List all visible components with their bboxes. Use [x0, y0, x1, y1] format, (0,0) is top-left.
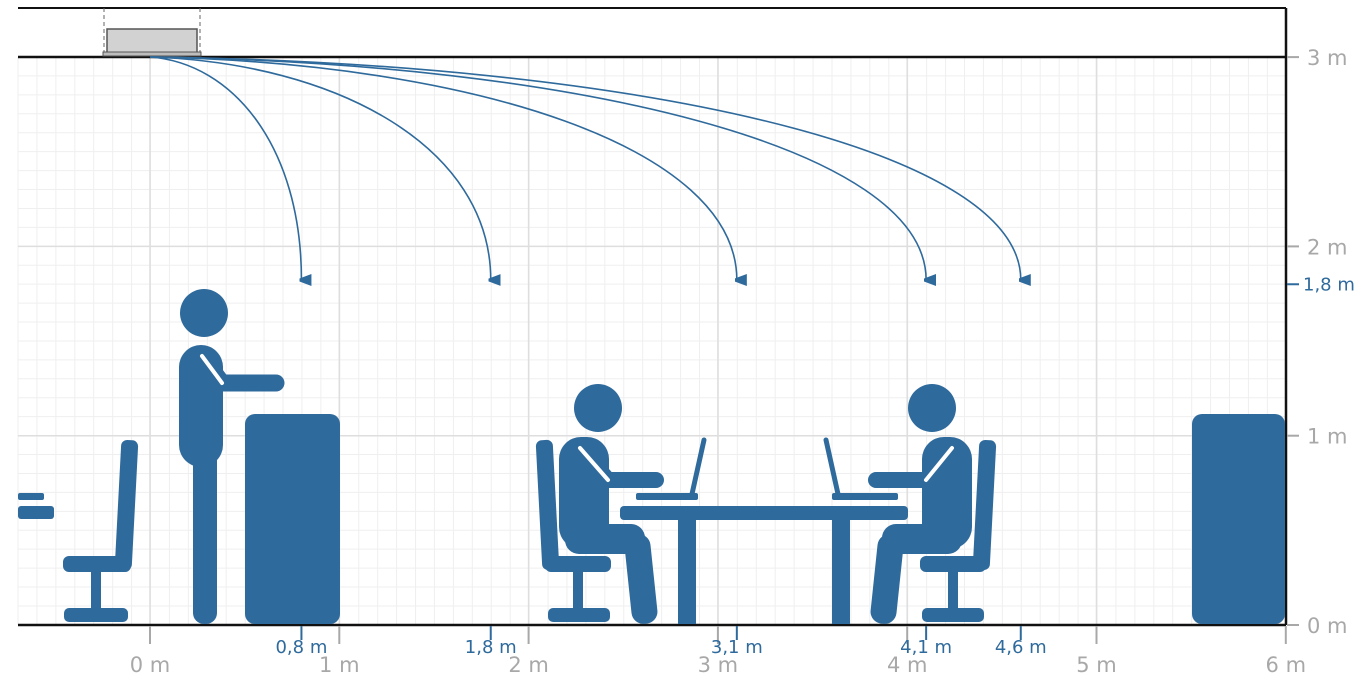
y-tick-label: 1 m	[1307, 425, 1348, 449]
cabinet-icon	[1192, 414, 1285, 624]
airflow-arrow-1	[149, 56, 301, 280]
airflow-arrows	[149, 56, 1021, 280]
x-tick-label: 3 m	[698, 653, 739, 677]
x-tick-label: 6 m	[1266, 653, 1307, 677]
y-axis: 3 m 2 m 1 m 0 m 1,8 m	[1287, 46, 1355, 638]
airflow-arrow-3	[149, 56, 737, 280]
office-chair-icon	[535, 439, 611, 622]
x-axis: 0 m 1 m 2 m 3 m 4 m 5 m 6 m	[130, 626, 1306, 677]
throw-distance-label: 4,1 m	[900, 637, 952, 658]
y-marker-label: 1,8 m	[1303, 274, 1355, 295]
x-tick-label: 1 m	[319, 653, 360, 677]
ceiling	[18, 7, 1288, 627]
seated-person-icon	[559, 384, 664, 624]
x-tick-label: 2 m	[508, 653, 549, 677]
office-chair-icon	[920, 439, 997, 622]
ceiling-air-outlet-icon	[102, 8, 202, 57]
room-furniture	[18, 289, 1285, 624]
airflow-arrow-5	[149, 56, 1021, 280]
shelf-icon	[18, 493, 54, 519]
x-tick-label: 5 m	[1076, 653, 1117, 677]
throw-distance-label: 4,6 m	[995, 637, 1047, 658]
standing-person-icon	[179, 289, 285, 624]
office-chair-icon	[63, 439, 139, 622]
y-tick-label: 0 m	[1307, 614, 1348, 638]
laptop-icon	[823, 437, 898, 500]
throw-distance-label: 0,8 m	[275, 637, 327, 658]
seated-person-icon	[868, 384, 972, 624]
airflow-arrow-4	[149, 56, 926, 280]
x-tick-label: 0 m	[130, 653, 171, 677]
throw-distance-labels: 0,8 m 1,8 m 3,1 m 4,1 m 4,6 m	[275, 626, 1047, 658]
y-tick-label: 3 m	[1307, 46, 1348, 70]
y-tick-label: 2 m	[1307, 235, 1348, 259]
laptop-icon	[636, 437, 707, 500]
table-icon	[620, 506, 908, 624]
x-tick-label: 4 m	[887, 653, 928, 677]
room-grid	[17, 56, 1287, 626]
cabinet-icon	[245, 414, 340, 624]
throw-distance-label: 3,1 m	[711, 637, 763, 658]
airflow-arrow-2	[149, 56, 491, 280]
throw-distance-label: 1,8 m	[465, 637, 517, 658]
